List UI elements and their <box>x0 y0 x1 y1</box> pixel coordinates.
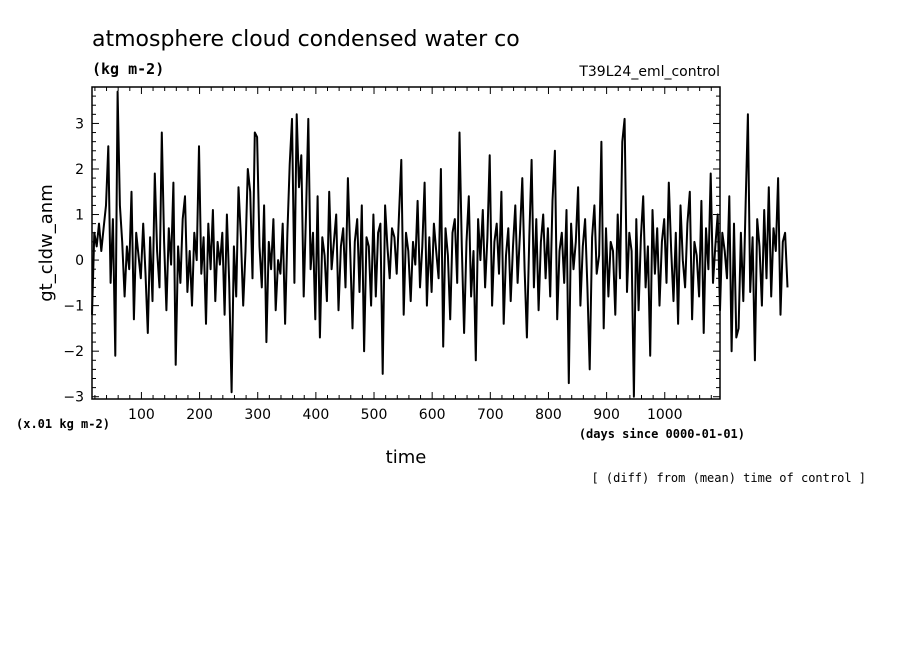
y-tick-label: 0 <box>75 253 84 269</box>
y-tick-label: −1 <box>63 299 84 315</box>
x-tick-label: 500 <box>361 407 388 423</box>
title-units: (kg m-2) <box>92 60 164 78</box>
run-label: T39L24_eml_control <box>578 64 720 80</box>
x-axis-label: time <box>386 447 427 468</box>
y-tick-label: 3 <box>75 116 84 132</box>
y-tick-label: −2 <box>63 344 84 360</box>
plot-area: 100 200 300 400 500 600 700 800 900 1000 −3−2−101… <box>63 86 789 423</box>
series-line <box>91 90 789 398</box>
y-tick-label: 2 <box>75 162 84 178</box>
x-tick-label: 1000 <box>647 407 683 423</box>
x-tick-label: 300 <box>244 407 271 423</box>
x-tick-label: 900 <box>593 407 620 423</box>
x-tick-label: 100 <box>128 407 155 423</box>
y-tick-label: −3 <box>63 390 84 406</box>
x-tick-label: 700 <box>477 407 504 423</box>
y-ticks: −3 −2 −1 0 1 2 3 <box>63 86 720 406</box>
x-tick-label: 800 <box>535 407 562 423</box>
plot-frame <box>91 86 721 400</box>
x-tick-label: 600 <box>419 407 446 423</box>
y-axis-units: (x.01 kg m-2) <box>16 417 110 431</box>
y-axis-label: gt_cldw_anm <box>36 184 57 302</box>
x-ticks: 100 200 300 400 500 600 700 800 900 1000 <box>94 87 712 423</box>
chart-title: atmosphere cloud condensed water co <box>92 27 520 52</box>
x-tick-label: 200 <box>186 407 213 423</box>
y-tick-label: 1 <box>75 208 84 224</box>
x-tick-label: 400 <box>303 407 330 423</box>
x-axis-units: (days since 0000-01-01) <box>579 427 745 441</box>
footnote: [ (diff) from (mean) time of control ] <box>591 471 866 485</box>
